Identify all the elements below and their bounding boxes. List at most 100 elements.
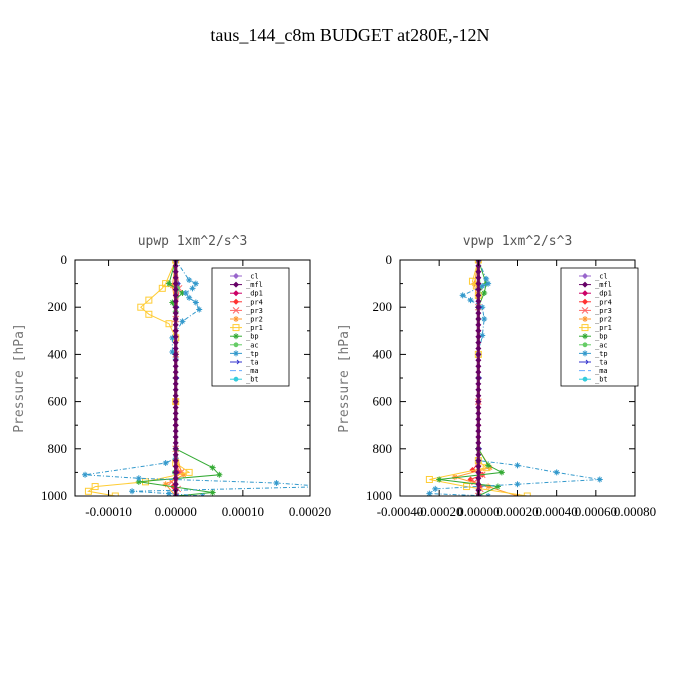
data-point (169, 334, 176, 341)
x-tick-label: 0.00020 (289, 504, 331, 519)
zero-marker (475, 410, 482, 417)
zero-marker (475, 268, 482, 275)
legend-box (211, 267, 290, 387)
zero-column (475, 260, 482, 496)
zero-marker (475, 386, 482, 393)
y-tick-label: 600 (373, 394, 393, 409)
zero-marker (172, 321, 179, 328)
data-point (135, 475, 142, 482)
zero-marker (172, 457, 179, 464)
zero-marker (172, 316, 179, 322)
y-tick-label: 400 (373, 346, 393, 361)
zero-marker (475, 369, 482, 376)
data-point (553, 469, 560, 476)
y-tick-label: 800 (373, 441, 393, 456)
zero-marker (475, 363, 482, 370)
data-point (189, 285, 196, 292)
data-point (162, 459, 169, 466)
zero-marker (475, 404, 482, 411)
legend-item: _ta (579, 359, 608, 367)
zero-marker (172, 298, 179, 305)
legend-label: _ac (595, 341, 608, 349)
legend-label: _pr3 (595, 307, 612, 315)
zero-column (172, 260, 179, 496)
data-point (432, 485, 439, 492)
zero-marker (172, 369, 179, 376)
legend-label: _cl (595, 273, 608, 281)
legend-marker (233, 359, 240, 365)
legend-marker (582, 350, 588, 357)
series-tp (82, 260, 310, 496)
x-tick-label: 0.00000 (457, 504, 499, 519)
legend-label: _bt (595, 376, 608, 384)
zero-marker (475, 434, 482, 440)
legend-label: _mfl (595, 281, 612, 289)
legend-marker (233, 376, 239, 382)
legend-label: _cl (246, 273, 259, 281)
legend-item: _ma (579, 367, 608, 375)
data-point (145, 296, 153, 304)
data-point (468, 277, 476, 285)
legend-marker (233, 290, 239, 297)
zero-marker (475, 321, 482, 328)
zero-marker (172, 351, 179, 358)
data-point (166, 280, 172, 287)
zero-marker (475, 428, 482, 435)
zero-marker (172, 327, 179, 334)
zero-marker (475, 392, 482, 399)
data-point (481, 316, 488, 322)
zero-marker (475, 280, 482, 287)
zero-marker (172, 392, 179, 399)
zero-marker (475, 304, 482, 311)
zero-marker (172, 398, 179, 405)
zero-marker (172, 286, 179, 293)
data-point (162, 481, 169, 488)
legend-marker (232, 307, 240, 314)
data-point (216, 471, 223, 478)
plot-area (82, 260, 310, 496)
plot-area (425, 260, 603, 496)
data-point (186, 294, 193, 301)
data-point (111, 492, 119, 496)
data-point (84, 487, 92, 495)
zero-marker (172, 304, 179, 311)
zero-marker (475, 422, 482, 429)
x-tick-label: 0.00010 (222, 504, 264, 519)
legend-marker (582, 298, 588, 305)
legend-item: _pr3 (579, 307, 612, 315)
zero-marker (172, 345, 179, 352)
zero-marker (172, 463, 179, 470)
zero-marker (475, 298, 482, 305)
zero-marker (475, 451, 482, 458)
zero-marker (475, 274, 482, 281)
zero-marker (172, 274, 179, 281)
x-tick-label: -0.00040 (377, 504, 424, 519)
zero-marker (475, 345, 482, 352)
zero-marker (172, 333, 179, 340)
legend-label: _pr2 (246, 316, 263, 324)
zero-marker (475, 475, 482, 482)
data-point (482, 464, 490, 472)
zero-marker (172, 339, 179, 346)
zero-marker (172, 386, 179, 393)
legend-marker (233, 316, 239, 322)
legend-label: _dp1 (595, 290, 612, 298)
data-point (467, 297, 474, 304)
y-axis-label: Pressure [hPa] (12, 323, 27, 433)
legend-marker (582, 359, 589, 365)
legend-label: _mfl (246, 281, 263, 289)
data-point (514, 481, 521, 488)
legend-label: _pr3 (246, 307, 263, 315)
zero-marker (172, 280, 179, 287)
x-tick-label: 0.00080 (614, 504, 656, 519)
zero-marker (172, 292, 179, 299)
chart-panel-vpwp: vpwp 1xm^2/s^3 Pressure [hPa] 0 200 400 600 80… (337, 234, 656, 519)
data-point (483, 275, 490, 282)
data-point (209, 464, 216, 471)
legend-item: _bt (230, 376, 259, 384)
data-point (451, 474, 458, 481)
zero-marker (172, 363, 179, 370)
x-tick-label: 0.00060 (575, 504, 617, 519)
y-tick-label: 200 (48, 299, 68, 314)
data-point (426, 490, 433, 496)
